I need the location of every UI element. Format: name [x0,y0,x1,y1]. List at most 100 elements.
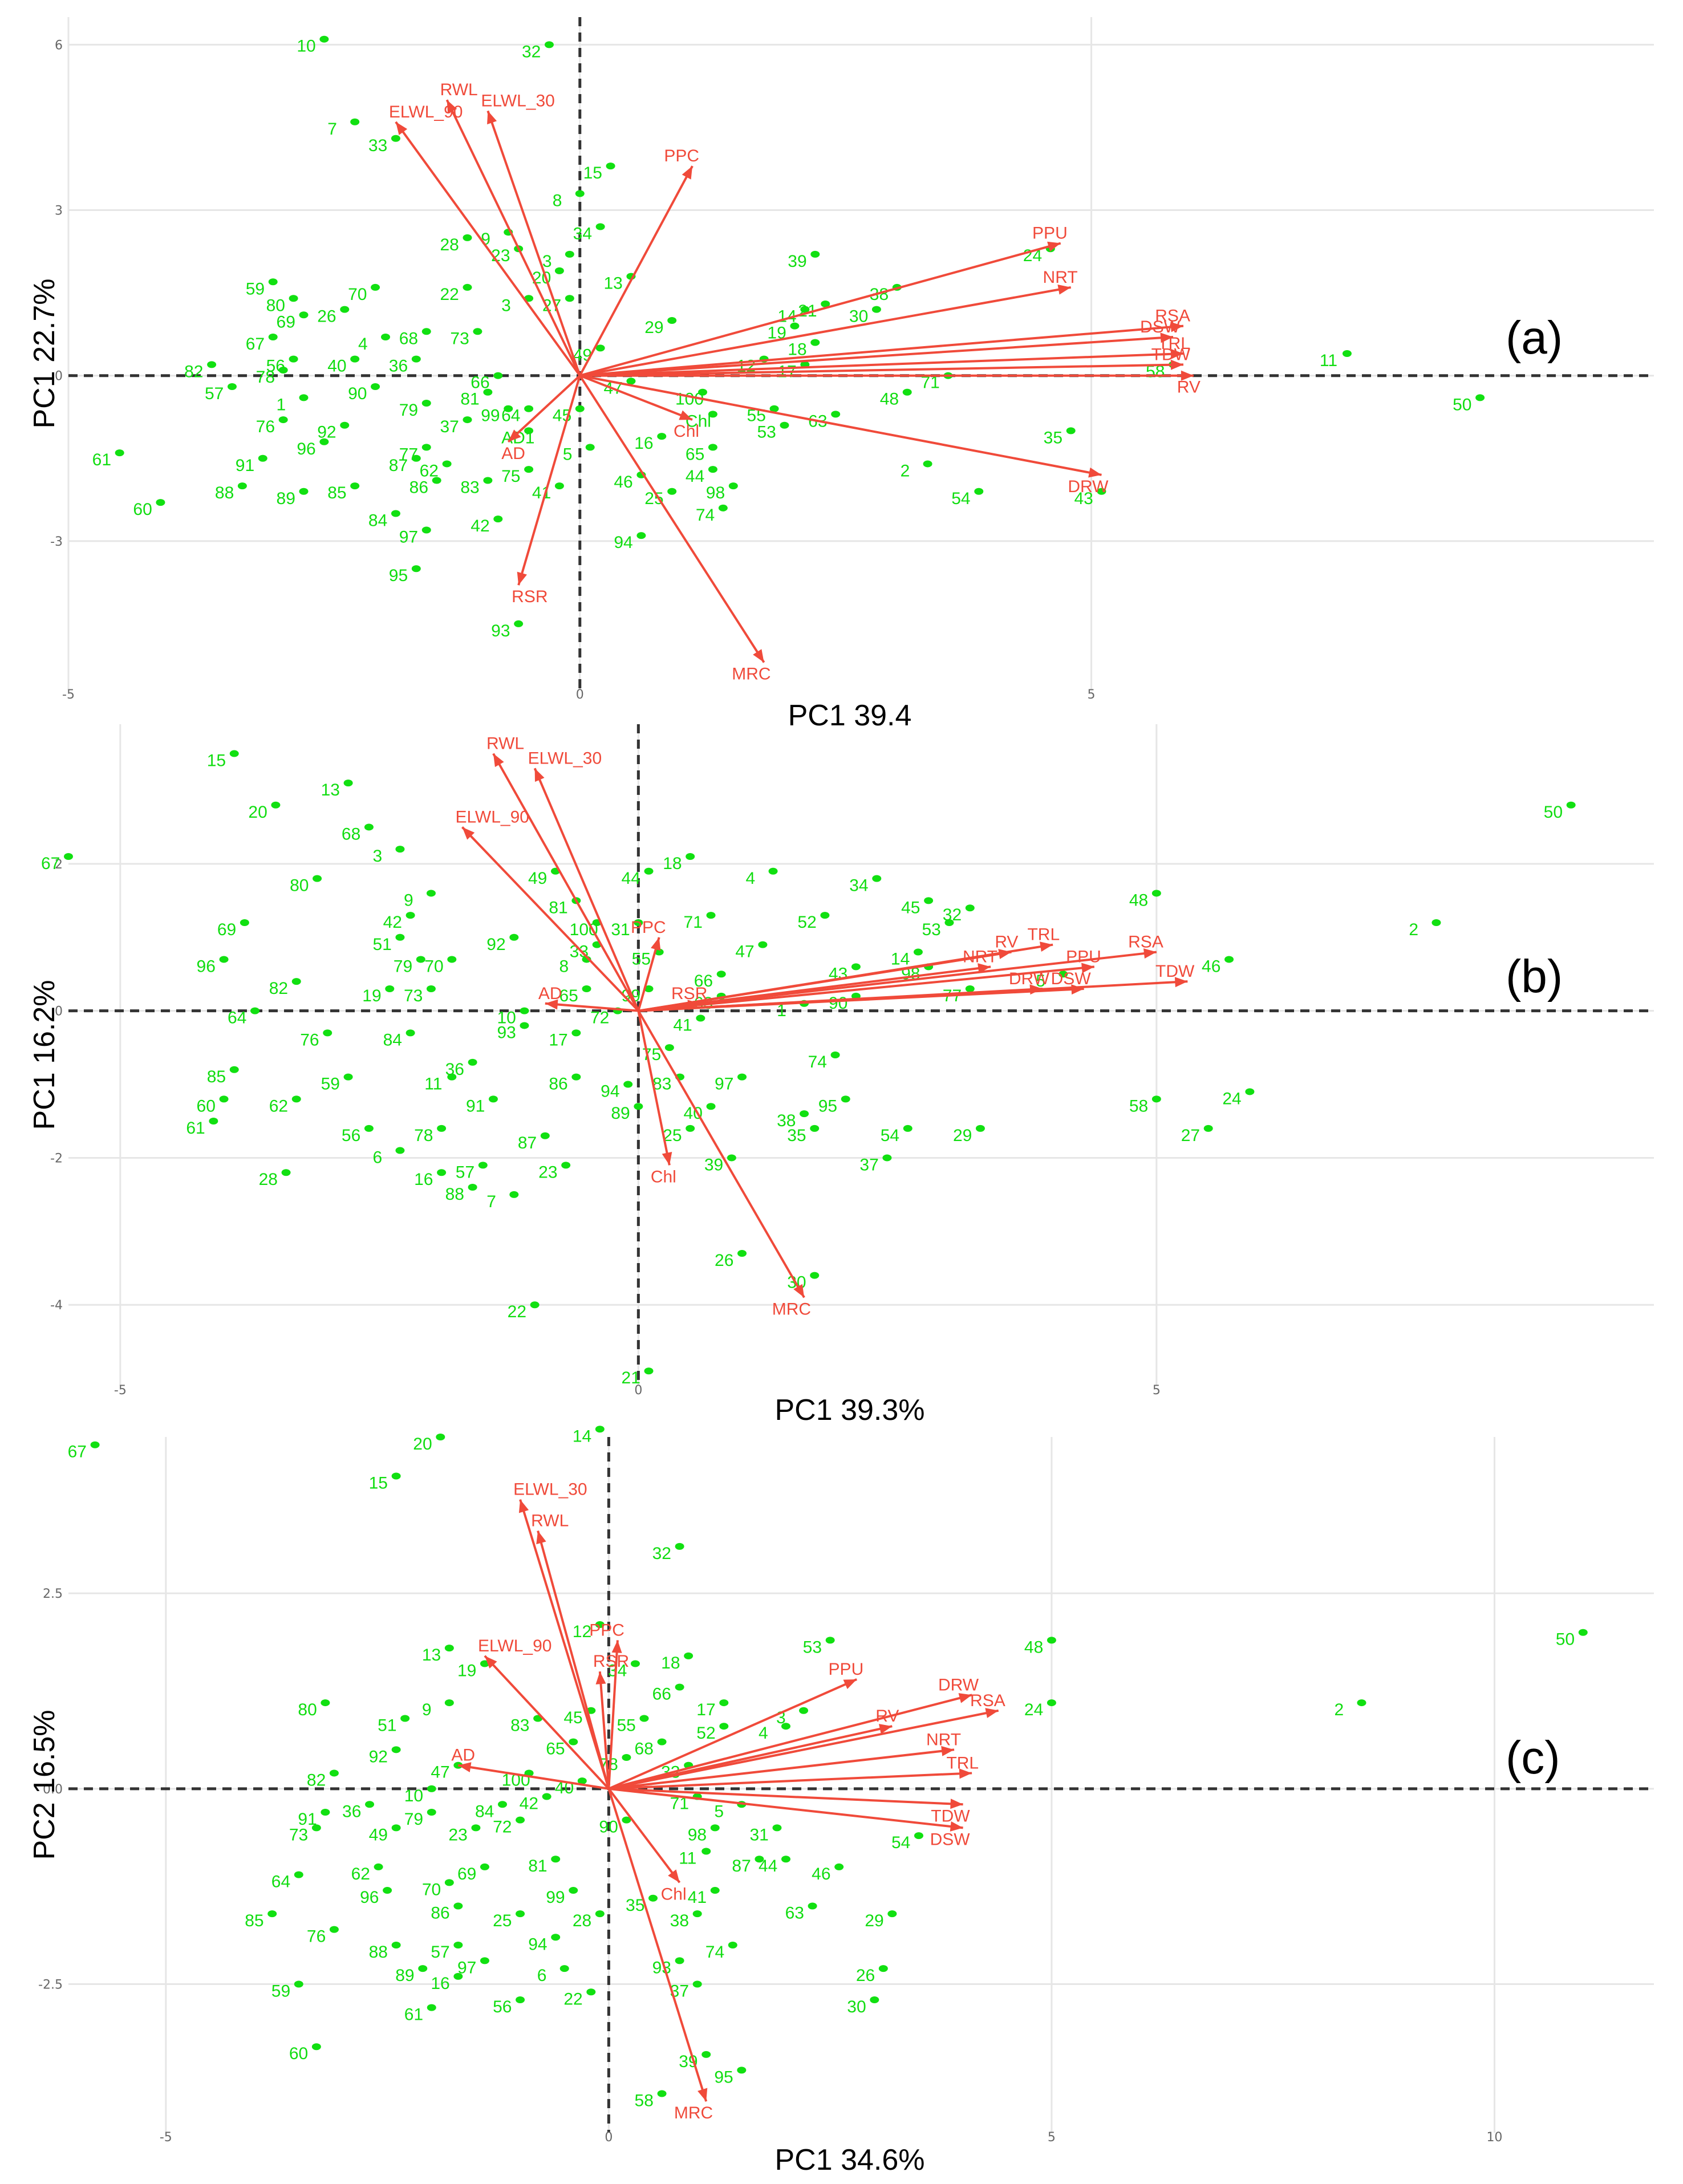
genotype-point-label: 73 [404,987,423,1005]
loading-vector-arrowhead [1088,467,1102,478]
genotype-point [684,1652,694,1659]
genotype-point-label: 3 [372,847,382,866]
genotype-point-label: 80 [298,1700,317,1719]
genotype-point [437,1169,447,1176]
loading-vector-arrowhead [1040,941,1053,952]
genotype-point-label: 61 [186,1119,205,1138]
genotype-point [294,1871,303,1878]
genotype-point [675,1542,684,1550]
genotype-point-label: 54 [881,1126,899,1145]
genotype-point-label: 85 [245,1911,263,1930]
genotype-point [493,515,503,523]
loading-vector-arrowhead [508,429,521,442]
genotype-point [1224,956,1234,963]
genotype-point [395,846,405,853]
genotype-point [644,867,654,875]
loading-vector-arrowhead [679,410,693,420]
genotype-point-label: 38 [777,1111,796,1130]
genotype-point [321,1699,330,1707]
genotype-point-label: 5 [714,1802,724,1821]
genotype-point-label: 13 [422,1646,441,1665]
loading-vector-label: TRL [1027,925,1060,944]
genotype-point [571,1029,581,1037]
genotype-point [530,1301,540,1309]
genotype-point [299,488,309,495]
genotype-point-label: 64 [228,1009,246,1028]
genotype-point [1151,890,1161,897]
genotype-point [718,504,728,512]
genotype-point-label: 89 [395,1966,414,1985]
genotype-point [737,1073,747,1081]
genotype-point [278,416,288,424]
genotype-point [554,267,564,274]
loading-vector [637,1010,671,1166]
loading-vector-arrowhead [395,121,408,135]
genotype-point [340,306,350,313]
genotype-point [569,1738,578,1745]
genotype-point-label: 86 [409,478,428,497]
genotype-point [524,405,534,412]
genotype-point [571,1073,581,1081]
genotype-point-label: 9 [422,1700,432,1719]
genotype-point [800,306,810,313]
genotype-point-label: 78 [256,368,275,387]
genotype-point [758,941,768,948]
genotype-point-label: 46 [614,473,632,492]
genotype-point [914,1832,923,1840]
loading-vector-arrowhead [517,571,527,586]
genotype-point [64,853,73,860]
genotype-point-label: 82 [307,1771,326,1789]
genotype-point-label: 37 [440,417,459,436]
x-tick-label: -5 [114,1383,127,1398]
genotype-point-label: 62 [269,1097,288,1115]
genotype-point [391,1824,401,1832]
genotype-point [630,1660,640,1667]
genotype-point [878,1965,888,1972]
genotype-point-label: 84 [475,1802,494,1821]
genotype-point [421,328,431,335]
genotype-point-label: 64 [271,1873,290,1891]
genotype-point-label: 40 [327,357,346,376]
genotype-point-label: 50 [1453,395,1471,414]
genotype-point [313,875,322,882]
genotype-point-label: 34 [849,876,868,895]
genotype-point [644,1367,654,1375]
genotype-point-label: 88 [215,484,234,502]
genotype-point-label: 60 [289,2044,308,2063]
loading-vector [579,375,765,663]
genotype-point-label: 39 [788,252,806,271]
genotype-point-label: 96 [197,957,216,976]
genotype-point-label: 67 [68,1443,87,1462]
genotype-point [851,963,861,971]
loading-vector [638,951,1012,1012]
loading-vector [638,951,1157,1012]
genotype-point [540,1132,550,1139]
genotype-point-label: 78 [414,1126,433,1145]
genotype-point-label: 18 [663,854,682,873]
genotype-point-label: 53 [803,1638,822,1657]
loading-vector [579,324,1184,377]
genotype-point [634,919,643,926]
loading-vector-label: ELWL_90 [389,103,463,121]
genotype-point-label: 93 [491,622,510,640]
genotype-point [831,411,841,418]
genotype-point [716,971,726,978]
genotype-point-label: 13 [603,274,622,293]
genotype-point [622,1754,631,1761]
x-tick-label: 5 [1088,688,1096,702]
loading-vector [637,1010,805,1298]
genotype-point-label: 29 [953,1126,972,1145]
genotype-point-label: 95 [389,566,408,585]
y-tick-label: -2.5 [38,1978,63,1992]
genotype-point [1151,1095,1161,1103]
genotype-point-label: 25 [663,1126,682,1145]
loading-vector-label: PPC [589,1621,624,1639]
y-tick-label: 6 [55,38,63,52]
genotype-point [250,1007,260,1014]
genotype-point [569,1887,578,1894]
loading-vector-label: NRT [1043,268,1078,287]
genotype-point-label: 58 [1129,1097,1148,1115]
genotype-point-label: 3 [501,296,511,315]
genotype-point-label: 63 [785,1903,804,1922]
genotype-point-label: 69 [277,312,295,331]
